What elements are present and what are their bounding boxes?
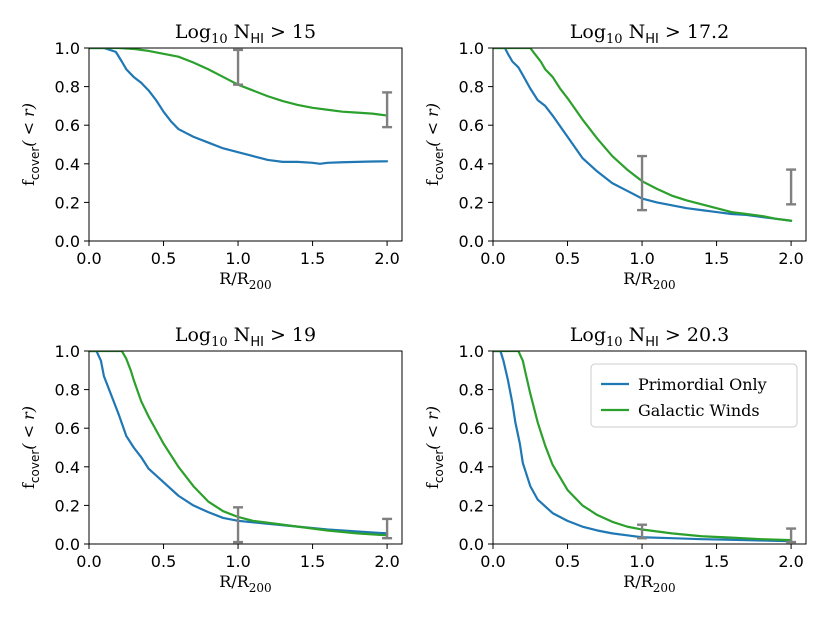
y-tick-label: 0.6	[55, 419, 80, 438]
x-tick-label: 0.5	[151, 249, 176, 268]
series-line-galactic-winds	[89, 351, 389, 537]
chart-panel-1: Log10 NHI > 15 0.0 0.5 1.0 1.5 2.0 0.0 0.2 0.4 0.…	[19, 21, 403, 292]
x-tick-label: 0.0	[480, 249, 505, 268]
y-axis-label: fcover( < r)	[19, 406, 42, 489]
y-tick-label: 0.8	[459, 381, 484, 400]
error-bar	[637, 154, 648, 212]
y-tick-label: 0.4	[55, 458, 80, 477]
panel-title: Log10 NHI > 20.3	[570, 324, 729, 350]
legend-label: Primordial Only	[638, 375, 767, 394]
y-tick-label: 1.0	[55, 39, 80, 58]
y-tick-label: 0.2	[459, 496, 484, 515]
x-axis-label: R/R200	[219, 572, 271, 595]
panel-title: Log10 NHI > 15	[175, 21, 316, 47]
panel-title: Log10 NHI > 19	[175, 324, 316, 350]
legend-label: Galactic Winds	[638, 401, 760, 420]
y-tick-label: 0.6	[459, 419, 484, 438]
x-tick-label: 0.5	[151, 552, 176, 571]
x-tick-label: 1.5	[704, 249, 729, 268]
x-tick-label: 1.5	[300, 249, 325, 268]
y-tick-label: 0.0	[459, 232, 484, 251]
y-tick-label: 0.4	[55, 155, 80, 174]
x-tick-label: 2.0	[778, 552, 803, 571]
y-tick-label: 0.6	[55, 116, 80, 135]
axes-frame	[88, 47, 403, 242]
y-tick-label: 0.2	[55, 496, 80, 515]
y-tick-label: 0.6	[459, 116, 484, 135]
chart-panel-4: Log10 NHI > 20.3 0.0 0.5 1.0 1.5 2.0 0.0 0.2 0.4…	[423, 324, 807, 595]
error-bar	[233, 48, 244, 86]
panel-title: Log10 NHI > 17.2	[570, 21, 729, 47]
series-line-galactic-winds	[493, 351, 793, 542]
y-tick-label: 0.0	[55, 535, 80, 554]
x-tick-label: 1.0	[629, 249, 654, 268]
x-tick-label: 1.5	[704, 552, 729, 571]
y-tick-label: 0.2	[459, 193, 484, 212]
y-tick-label: 1.0	[55, 342, 80, 361]
x-tick-label: 0.0	[76, 552, 101, 571]
x-axis-label: R/R200	[623, 572, 675, 595]
error-bar	[637, 523, 648, 540]
x-tick-label: 2.0	[374, 552, 399, 571]
chart-panel-3: Log10 NHI > 19 0.0 0.5 1.0 1.5 2.0 0.0 0.2 0.4 0.…	[19, 324, 403, 595]
chart-panel-2: Log10 NHI > 17.2 0.0 0.5 1.0 1.5 2.0 0.0 0.2 0.4…	[423, 21, 807, 292]
series-line-primordial-only	[493, 351, 793, 543]
x-tick-label: 2.0	[778, 249, 803, 268]
x-tick-label: 0.5	[555, 249, 580, 268]
series-line-primordial-only	[89, 48, 389, 165]
x-tick-label: 0.0	[76, 249, 101, 268]
error-bar	[382, 91, 393, 129]
error-bar	[382, 517, 393, 540]
y-tick-label: 0.4	[459, 155, 484, 174]
y-tick-label: 0.8	[55, 381, 80, 400]
legend: Primordial Only Galactic Winds	[590, 363, 798, 428]
y-tick-label: 0.4	[459, 458, 484, 477]
axes-frame	[492, 350, 807, 545]
y-tick-label: 1.0	[459, 342, 484, 361]
y-axis-label: fcover( < r)	[423, 103, 446, 186]
y-tick-label: 0.0	[459, 535, 484, 554]
x-tick-label: 1.0	[629, 552, 654, 571]
x-tick-label: 2.0	[374, 249, 399, 268]
y-axis-label: fcover( < r)	[423, 406, 446, 489]
error-bar	[786, 168, 797, 206]
axes-frame	[492, 47, 807, 242]
x-tick-label: 0.0	[480, 552, 505, 571]
series-line-galactic-winds	[493, 48, 793, 222]
x-tick-label: 1.0	[225, 249, 250, 268]
y-tick-label: 1.0	[459, 39, 484, 58]
x-tick-label: 0.5	[555, 552, 580, 571]
series-line-galactic-winds	[89, 48, 389, 117]
x-tick-label: 1.5	[300, 552, 325, 571]
x-axis-label: R/R200	[623, 269, 675, 292]
y-tick-label: 0.2	[55, 193, 80, 212]
x-tick-label: 1.0	[225, 552, 250, 571]
y-axis-label: fcover( < r)	[19, 103, 42, 186]
y-tick-label: 0.0	[55, 232, 80, 251]
series-line-primordial-only	[493, 48, 793, 222]
error-bar	[786, 527, 797, 544]
y-tick-label: 0.8	[55, 78, 80, 97]
error-bar	[233, 506, 244, 544]
x-axis-label: R/R200	[219, 269, 271, 292]
axes-frame	[88, 350, 403, 545]
y-tick-label: 0.8	[459, 78, 484, 97]
